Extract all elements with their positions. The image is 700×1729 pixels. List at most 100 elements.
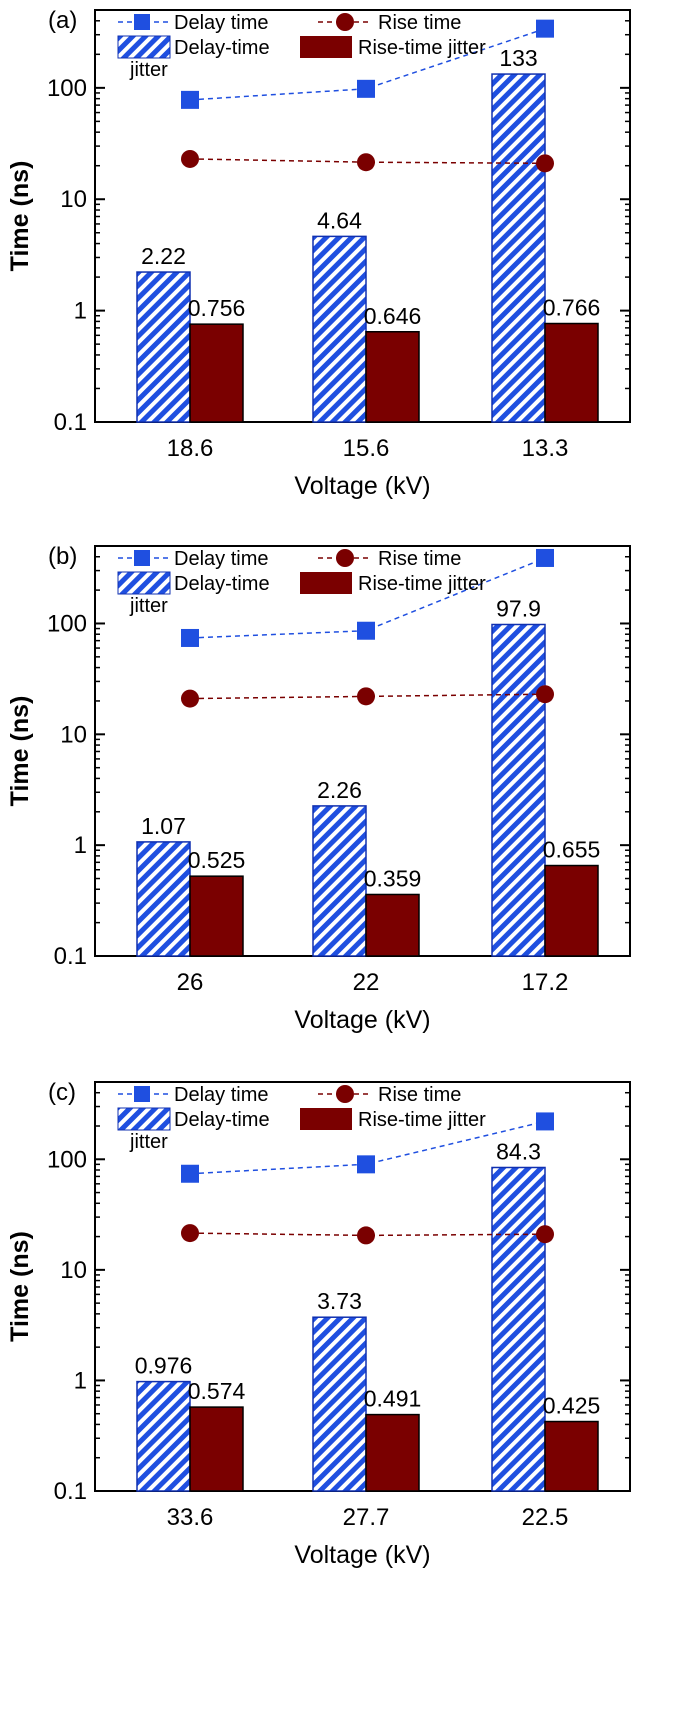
y-tick-label: 0.1 <box>54 409 87 436</box>
point-delay-time <box>357 1155 375 1174</box>
bar-rise-jitter <box>189 1406 244 1492</box>
series-line-rise-time <box>189 693 546 700</box>
x-axis-title: Voltage (kV) <box>294 1541 430 1569</box>
x-tick-label: 27.7 <box>343 1504 390 1531</box>
bar-label-rise-jitter: 0.425 <box>543 1393 601 1419</box>
panel-label: (c) <box>48 1079 76 1106</box>
bar-label-rise-jitter: 0.756 <box>188 295 246 321</box>
panel-2: 0.1 1 10 100 33.6 27.7 22.5 Voltage (kV) Time (n… <box>6 1079 631 1569</box>
legend-label-rise-time: Rise time <box>378 548 461 570</box>
series-line-rise-time <box>189 158 546 165</box>
point-delay-time <box>181 90 199 109</box>
bar-rise-jitter <box>365 331 420 423</box>
x-axis-title: Voltage (kV) <box>294 1006 430 1034</box>
bar-rise-jitter <box>544 322 599 423</box>
bar-label-delay-jitter: 4.64 <box>317 207 362 233</box>
bar-label-rise-jitter: 0.359 <box>364 865 422 891</box>
y-tick-label: 100 <box>47 75 87 102</box>
bar-label-rise-jitter: 0.525 <box>188 847 246 873</box>
y-tick-label: 10 <box>60 721 87 748</box>
point-delay-time <box>357 79 375 98</box>
point-delay-time <box>357 621 375 640</box>
y-tick-label: 100 <box>47 610 87 637</box>
legend-label-rise-jitter: Rise-time jitter <box>358 37 486 59</box>
point-rise-time <box>357 687 375 706</box>
bar-label-delay-jitter: 1.07 <box>141 813 186 839</box>
legend: Delay time Rise time Delay-time jitter Rise-… <box>117 548 486 617</box>
bar-delay-jitter <box>491 73 546 423</box>
bar-delay-jitter <box>136 841 191 957</box>
legend-label-delay-jitter: Delay-time jitter <box>129 1109 270 1153</box>
y-tick-label: 10 <box>60 186 87 213</box>
point-rise-time <box>181 689 199 708</box>
bar-delay-jitter <box>312 805 367 957</box>
legend-marker-rise-time <box>336 1085 354 1103</box>
bar-label-delay-jitter: 133 <box>499 45 537 71</box>
series-line-delay-time <box>189 1120 546 1175</box>
legend-label-delay-jitter: Delay-time jitter <box>129 37 270 81</box>
y-axis-title: Time (ns) <box>6 161 34 272</box>
legend-label-delay-time: Delay time <box>174 12 268 34</box>
bar-label-delay-jitter: 97.9 <box>496 595 541 621</box>
x-tick-label: 15.6 <box>343 435 390 462</box>
bar-label-rise-jitter: 0.766 <box>543 295 601 321</box>
bar-rise-jitter <box>365 893 420 957</box>
legend-label-delay-time: Delay time <box>174 548 268 570</box>
panel-0: 0.1 1 10 100 18.6 15.6 13.3 Voltage (kV) Time (n… <box>6 7 631 500</box>
point-rise-time <box>357 153 375 172</box>
bar-delay-jitter <box>312 235 367 423</box>
panel-label: (b) <box>48 543 77 570</box>
bar-delay-jitter <box>312 1316 367 1492</box>
x-tick-label: 18.6 <box>167 435 214 462</box>
legend-label-rise-time: Rise time <box>378 12 461 34</box>
panel-label: (a) <box>48 7 77 34</box>
bar-label-rise-jitter: 0.655 <box>543 837 601 863</box>
point-rise-time <box>536 685 554 704</box>
point-delay-time <box>181 628 199 647</box>
x-tick-label: 26 <box>177 969 204 996</box>
x-tick-label: 33.6 <box>167 1504 214 1531</box>
y-tick-label: 0.1 <box>54 1478 87 1505</box>
bar-rise-jitter <box>365 1413 420 1492</box>
bar-delay-jitter <box>491 623 546 957</box>
bar-delay-jitter <box>136 271 191 423</box>
legend-swatch-delay-jitter <box>117 1107 171 1131</box>
bar-label-rise-jitter: 0.646 <box>364 303 422 329</box>
y-tick-label: 1 <box>74 832 87 859</box>
x-axis-title: Voltage (kV) <box>294 472 430 500</box>
point-delay-time <box>181 1164 199 1183</box>
series-line-delay-time <box>189 557 546 639</box>
bar-label-rise-jitter: 0.574 <box>188 1378 246 1404</box>
bar-label-delay-jitter: 3.73 <box>317 1288 362 1314</box>
legend: Delay time Rise time Delay-time jitter Rise-… <box>117 12 486 81</box>
series-line-rise-time <box>189 1232 546 1237</box>
legend: Delay time Rise time Delay-time jitter Rise-… <box>117 1084 486 1153</box>
point-delay-time <box>536 1112 554 1131</box>
point-rise-time <box>181 1224 199 1243</box>
x-tick-label: 17.2 <box>522 969 569 996</box>
legend-swatch-rise-jitter <box>300 1108 352 1130</box>
point-rise-time <box>536 154 554 173</box>
point-rise-time <box>536 1225 554 1244</box>
legend-swatch-delay-jitter <box>117 571 171 595</box>
y-tick-label: 1 <box>74 1367 87 1394</box>
legend-marker-delay-time <box>134 14 150 30</box>
point-rise-time <box>181 149 199 168</box>
bar-label-rise-jitter: 0.491 <box>364 1386 422 1412</box>
legend-swatch-rise-jitter <box>300 36 352 58</box>
bar-rise-jitter <box>189 323 244 423</box>
bar-delay-jitter <box>136 1380 191 1492</box>
legend-label-delay-jitter: Delay-time jitter <box>129 573 270 617</box>
legend-label-rise-time: Rise time <box>378 1084 461 1106</box>
y-tick-label: 0.1 <box>54 943 87 970</box>
legend-label-rise-jitter: Rise-time jitter <box>358 1109 486 1131</box>
series-line-delay-time <box>189 27 546 101</box>
legend-swatch-delay-jitter <box>117 35 171 59</box>
bar-rise-jitter <box>189 875 244 957</box>
legend-marker-rise-time <box>336 549 354 567</box>
bar-rise-jitter <box>544 864 599 957</box>
bar-label-delay-jitter: 2.22 <box>141 243 186 269</box>
bar-label-delay-jitter: 2.26 <box>317 777 362 803</box>
bar-label-delay-jitter: 84.3 <box>496 1138 541 1164</box>
point-delay-time <box>536 19 554 38</box>
